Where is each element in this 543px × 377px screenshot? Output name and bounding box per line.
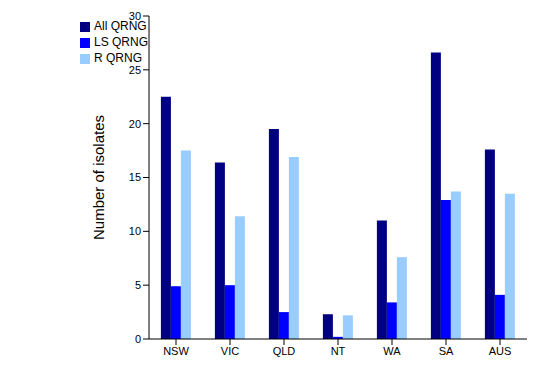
svg-text:Number of isolates: Number of isolates [90,115,107,240]
svg-text:QLD: QLD [273,345,296,357]
html-text:R QRNG: R QRNG [94,51,142,65]
svg-text:10: 10 [129,225,141,237]
svg-text:5: 5 [135,279,141,291]
svg-text:SA: SA [439,345,454,357]
svg-text:NSW: NSW [163,345,189,357]
svg-text:NT: NT [331,345,346,357]
svg-text:30: 30 [129,10,141,22]
svg-text:VIC: VIC [221,345,239,357]
svg-text:20: 20 [129,118,141,130]
svg-text:0: 0 [135,333,141,345]
html-text:LS QRNG: LS QRNG [94,35,148,49]
svg-text:25: 25 [129,64,141,76]
svg-text:AUS: AUS [489,345,512,357]
html-text:All QRNG: All QRNG [94,19,147,33]
svg-text:15: 15 [129,171,141,183]
svg-text:WA: WA [383,345,401,357]
